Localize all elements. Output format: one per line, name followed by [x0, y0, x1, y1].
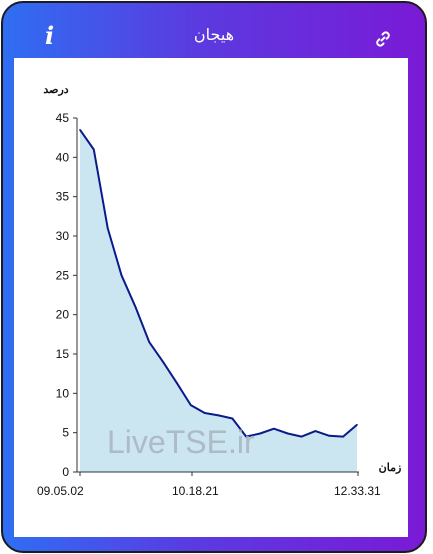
- page-title: هیجان: [193, 25, 235, 44]
- data-point: [314, 430, 317, 432]
- data-point: [356, 424, 358, 426]
- data-point: [217, 414, 220, 417]
- data-point: [93, 148, 95, 151]
- data-point: [176, 382, 178, 384]
- data-point: [273, 427, 275, 430]
- y-tick-label: 20: [56, 308, 70, 322]
- chart: درصد زمان 0 5 10 15 20 25 30 35 40 45 09.05.02 10.…: [37, 84, 402, 498]
- data-point: [190, 404, 192, 406]
- data-point: [300, 435, 303, 438]
- y-tick-label: 25: [56, 268, 70, 282]
- data-point: [328, 435, 331, 437]
- data-point: [203, 412, 206, 414]
- data-point: [120, 274, 123, 277]
- data-point: [148, 341, 151, 344]
- x-tick-label: 09.05.02: [37, 484, 84, 498]
- link-icon[interactable]: [373, 29, 393, 49]
- y-tick-label: 45: [56, 111, 70, 125]
- y-tick-label: 10: [56, 386, 70, 400]
- data-point: [342, 435, 344, 438]
- y-tick-label: 15: [56, 347, 70, 361]
- y-tick-label: 0: [62, 465, 69, 479]
- data-point: [287, 432, 289, 435]
- data-point: [106, 227, 109, 229]
- area-fill: [80, 129, 357, 473]
- data-point: [245, 435, 247, 438]
- info-icon[interactable]: i: [45, 21, 55, 50]
- y-axis-label: درصد: [43, 84, 68, 96]
- x-tick-label: 12.33.31: [334, 484, 381, 498]
- x-axis-label: زمان: [379, 462, 402, 474]
- watermark: LiveTSE.ir: [107, 424, 255, 460]
- x-tick-label: 10.18.21: [172, 484, 219, 498]
- y-tick-label: 35: [56, 190, 70, 204]
- chart-panel: درصد زمان 0 5 10 15 20 25 30 35 40 45 09.05.02 10.…: [14, 58, 408, 537]
- data-point: [162, 361, 164, 363]
- y-tick-label: 5: [62, 426, 69, 440]
- y-tick-label: 40: [56, 150, 70, 164]
- data-point: [231, 417, 234, 420]
- data-point: [79, 129, 81, 131]
- y-tick-label: 30: [56, 229, 70, 243]
- data-point: [134, 306, 137, 308]
- data-point: [259, 432, 261, 435]
